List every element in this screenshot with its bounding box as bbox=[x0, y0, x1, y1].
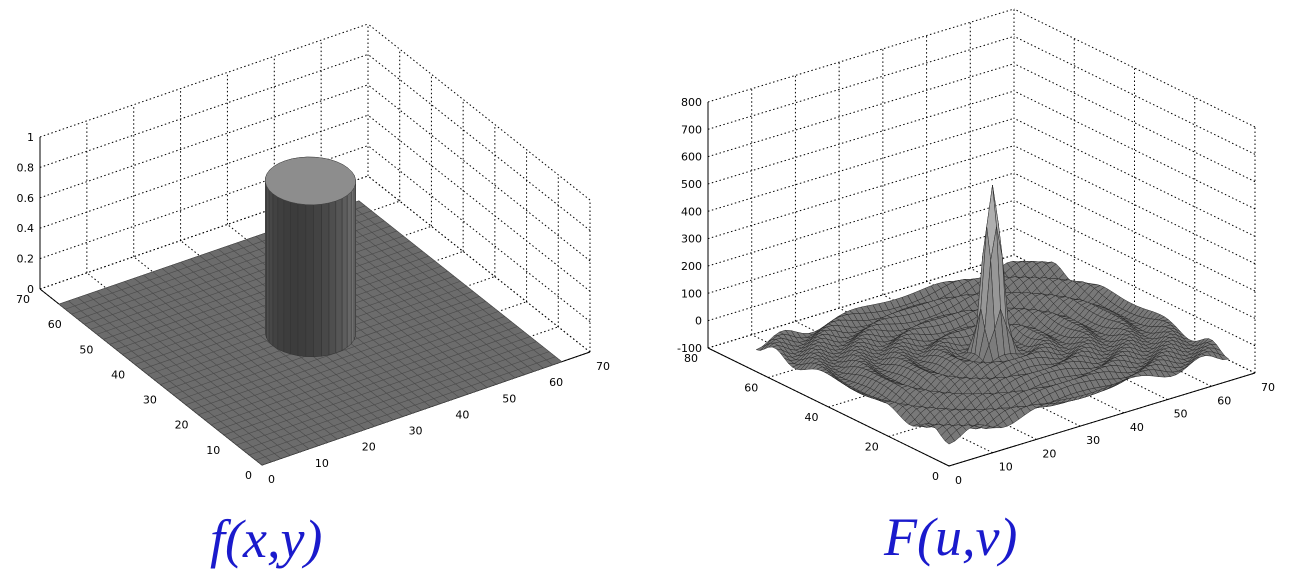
tick-labels: 010203040506070020406080-100010020030040… bbox=[677, 96, 1275, 487]
y-tick-label: 50 bbox=[79, 343, 93, 356]
x-tick-label: 10 bbox=[999, 461, 1013, 474]
z-tick-label: 0.8 bbox=[17, 161, 35, 174]
caption-F-uv: F(u,v) bbox=[884, 507, 1018, 567]
z-tick-label: 100 bbox=[681, 287, 702, 300]
z-tick-label: 0 bbox=[27, 283, 34, 296]
x-tick-label: 70 bbox=[596, 360, 610, 373]
x-tick-label: 40 bbox=[455, 408, 469, 421]
z-tick-label: 1 bbox=[27, 131, 34, 144]
z-tick-label: 300 bbox=[681, 233, 702, 246]
z-tick-label: 400 bbox=[681, 205, 702, 218]
y-tick-label: 10 bbox=[206, 444, 220, 457]
x-tick-label: 30 bbox=[409, 425, 423, 438]
x-tick-label: 40 bbox=[1130, 421, 1144, 434]
x-tick-label: 20 bbox=[1042, 447, 1056, 460]
x-tick-label: 0 bbox=[955, 474, 962, 487]
z-tick-label: 0.4 bbox=[17, 222, 35, 235]
y-tick-label: 60 bbox=[48, 318, 62, 331]
z-tick-label: 800 bbox=[681, 96, 702, 109]
surface-plot-F-uv: 010203040506070020406080-100010020030040… bbox=[677, 8, 1275, 487]
caption-f-xy: f(x,y) bbox=[210, 509, 323, 569]
y-tick-label: 40 bbox=[111, 368, 125, 381]
tick-labels: 01020304050607001020304050607000.20.40.6… bbox=[16, 131, 610, 486]
x-tick-label: 70 bbox=[1261, 381, 1275, 394]
z-tick-label: 0 bbox=[695, 315, 702, 328]
z-tick-label: 200 bbox=[681, 260, 702, 273]
y-tick-label: 80 bbox=[684, 352, 698, 365]
z-tick-label: 0.2 bbox=[17, 253, 35, 266]
x-tick-label: 60 bbox=[549, 376, 563, 389]
x-tick-label: 10 bbox=[315, 457, 329, 470]
y-tick-label: 60 bbox=[744, 382, 758, 395]
x-tick-label: 30 bbox=[1086, 434, 1100, 447]
z-tick-label: 0.6 bbox=[17, 192, 35, 205]
z-tick-label: -100 bbox=[677, 342, 702, 355]
x-tick-label: 0 bbox=[268, 473, 275, 486]
y-tick-label: 70 bbox=[16, 293, 30, 306]
y-tick-label: 20 bbox=[865, 441, 879, 454]
z-tick-label: 700 bbox=[681, 123, 702, 136]
y-tick-label: 0 bbox=[245, 469, 252, 482]
x-tick-label: 50 bbox=[502, 392, 516, 405]
surface-mesh bbox=[58, 156, 563, 466]
y-tick-label: 0 bbox=[932, 470, 939, 483]
surface-plot-f-xy: 01020304050607001020304050607000.20.40.6… bbox=[16, 23, 610, 486]
surface-mesh bbox=[755, 184, 1230, 445]
y-tick-label: 30 bbox=[143, 394, 157, 407]
x-tick-label: 60 bbox=[1217, 394, 1231, 407]
y-tick-label: 40 bbox=[805, 411, 819, 424]
y-tick-label: 20 bbox=[175, 419, 189, 432]
x-tick-label: 20 bbox=[362, 441, 376, 454]
z-tick-label: 600 bbox=[681, 151, 702, 164]
x-tick-label: 50 bbox=[1174, 408, 1188, 421]
z-tick-label: 500 bbox=[681, 178, 702, 191]
